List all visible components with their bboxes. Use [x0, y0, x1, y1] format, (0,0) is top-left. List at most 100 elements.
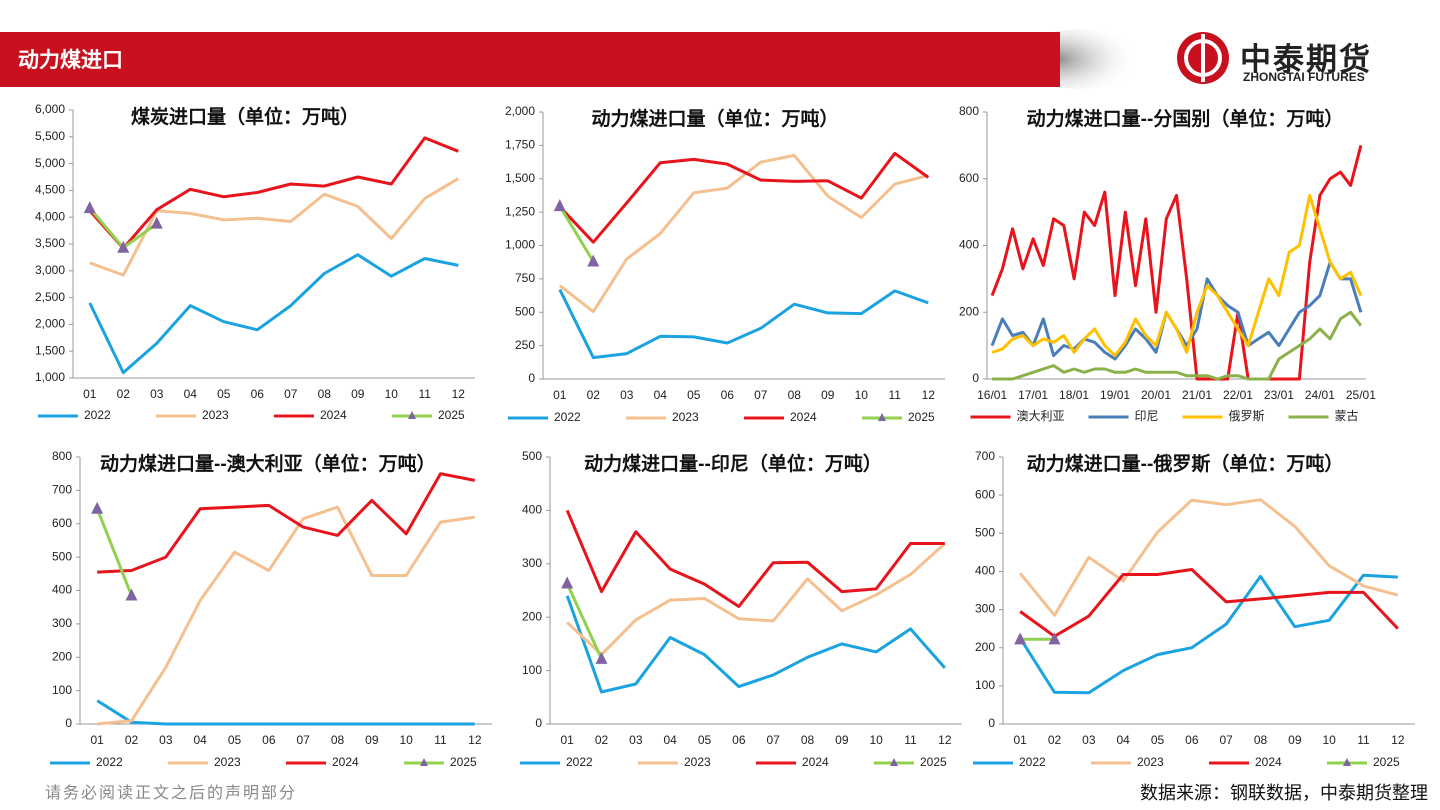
y-tick-label: 0	[528, 371, 535, 385]
y-tick-label: 300	[522, 556, 542, 570]
y-tick-label: 1,500	[505, 171, 535, 185]
series-line	[97, 472, 476, 574]
legend-label: 2022	[554, 410, 581, 424]
x-tick-label: 08	[801, 733, 815, 747]
series-marker	[587, 254, 600, 267]
logo-en: ZHONGTAI FUTURES	[1243, 70, 1365, 84]
y-tick-label: 100	[975, 678, 995, 692]
series-marker	[553, 199, 566, 212]
x-tick-label: 17/01	[1018, 388, 1048, 402]
x-tick-label: 05	[687, 388, 701, 402]
x-tick-label: 04	[184, 387, 198, 401]
y-tick-label: 700	[52, 483, 72, 497]
x-tick-label: 05	[698, 733, 712, 747]
legend-label: 2024	[790, 410, 817, 424]
y-tick-label: 500	[515, 304, 535, 318]
legend-label: 2025	[450, 755, 477, 769]
x-tick-label: 01	[560, 733, 574, 747]
legend-label: 2025	[1373, 755, 1400, 769]
x-tick-label: 06	[1185, 733, 1199, 747]
x-tick-label: 06	[262, 733, 276, 747]
x-tick-label: 02	[117, 387, 131, 401]
x-tick-label: 06	[732, 733, 746, 747]
y-tick-label: 0	[972, 371, 979, 385]
x-tick-label: 07	[296, 733, 310, 747]
x-tick-label: 10	[869, 733, 883, 747]
y-tick-label: 700	[975, 449, 995, 463]
y-tick-label: 250	[515, 338, 535, 352]
x-tick-label: 11	[1357, 733, 1370, 747]
series-line	[558, 151, 930, 244]
y-tick-label: 5,500	[35, 129, 65, 143]
y-tick-label: 0	[988, 716, 995, 730]
series-line	[558, 288, 929, 360]
y-tick-label: 400	[975, 564, 995, 578]
series-marker	[117, 240, 130, 253]
series-line	[95, 508, 133, 597]
y-tick-label: 750	[515, 271, 535, 285]
legend-label: 印尼	[1135, 409, 1159, 423]
x-tick-label: 07	[284, 387, 298, 401]
x-tick-label: 05	[228, 733, 242, 747]
legend-label: 2024	[332, 755, 359, 769]
series-line	[565, 509, 945, 608]
x-tick-label: 04	[654, 388, 668, 402]
x-tick-label: 06	[251, 387, 265, 401]
x-tick-label: 09	[1288, 733, 1302, 747]
logo-cn: 中泰期货	[1240, 42, 1372, 77]
y-tick-label: 500	[522, 449, 542, 463]
x-tick-label: 09	[835, 733, 849, 747]
legend-label: 2023	[672, 410, 699, 424]
x-tick-label: 08	[331, 733, 345, 747]
y-tick-label: 100	[522, 663, 542, 677]
y-tick-label: 4,000	[35, 209, 65, 223]
x-tick-label: 18/01	[1059, 388, 1089, 402]
chart-title: 动力煤进口量--澳大利亚（单位：万吨）	[100, 454, 436, 475]
legend-marker	[1343, 758, 1351, 766]
y-tick-label: 1,000	[35, 370, 65, 384]
series-marker	[150, 216, 163, 229]
legend-label: 俄罗斯	[1229, 409, 1265, 423]
x-tick-label: 22/01	[1223, 388, 1253, 402]
y-tick-label: 1,000	[505, 238, 535, 252]
x-tick-label: 02	[1048, 733, 1062, 747]
x-tick-label: 23/01	[1264, 388, 1294, 402]
series-line	[88, 253, 459, 375]
x-tick-label: 02	[587, 388, 601, 402]
x-tick-label: 04	[1116, 733, 1130, 747]
x-tick-label: 25/01	[1346, 388, 1376, 402]
series-marker	[91, 501, 104, 514]
legend-label: 2023	[214, 755, 241, 769]
series-marker	[125, 588, 138, 601]
x-tick-label: 03	[150, 387, 164, 401]
x-tick-label: 03	[620, 388, 634, 402]
legend-label: 2023	[202, 408, 229, 422]
series-marker	[83, 201, 96, 214]
x-tick-label: 07	[1219, 733, 1233, 747]
x-tick-label: 01	[1013, 733, 1027, 747]
legend-label: 2022	[1019, 755, 1046, 769]
series-line	[992, 310, 1363, 381]
x-tick-label: 07	[766, 733, 780, 747]
y-tick-label: 1,750	[505, 138, 535, 152]
y-tick-label: 800	[52, 449, 72, 463]
x-tick-label: 02	[125, 733, 139, 747]
legend-label: 2025	[438, 408, 465, 422]
y-tick-label: 500	[52, 549, 72, 563]
legend-marker	[420, 758, 428, 766]
chart-title: 动力煤进口量--俄罗斯（单位：万吨）	[1026, 454, 1344, 475]
series-marker	[561, 576, 574, 589]
x-tick-label: 11	[904, 733, 917, 747]
legend-marker	[408, 411, 416, 419]
legend-label: 2022	[84, 408, 111, 422]
x-tick-label: 05	[217, 387, 231, 401]
y-tick-label: 800	[959, 104, 979, 118]
x-tick-label: 06	[721, 388, 735, 402]
series-line	[1019, 568, 1399, 638]
x-tick-label: 03	[629, 733, 643, 747]
chart-title: 煤炭进口量（单位：万吨）	[130, 107, 359, 128]
x-tick-label: 08	[1254, 733, 1268, 747]
legend-marker	[890, 758, 898, 766]
x-tick-label: 02	[595, 733, 609, 747]
